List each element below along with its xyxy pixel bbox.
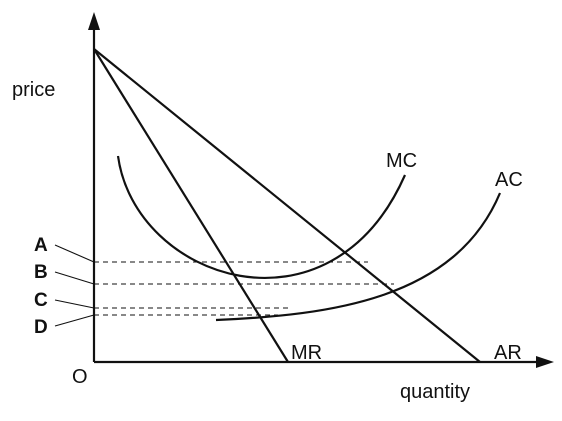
leader-a <box>54 244 95 263</box>
mc-curve <box>116 155 407 280</box>
leader-b <box>54 271 95 285</box>
x-axis-arrow <box>536 356 554 368</box>
mr-line <box>93 48 289 363</box>
ac-curve <box>215 192 502 322</box>
price-level-c-label: C <box>34 290 48 311</box>
ac-label: AC <box>495 169 523 191</box>
y-axis-label: price <box>12 79 55 101</box>
mr-label: MR <box>291 342 322 364</box>
x-axis-label: quantity <box>400 381 470 403</box>
mc-label: MC <box>386 150 417 172</box>
leader-d <box>54 314 95 327</box>
ar-label: AR <box>494 342 522 364</box>
price-level-d-label: D <box>34 317 48 338</box>
origin-label: O <box>72 366 88 388</box>
leader-c <box>54 299 95 309</box>
price-level-b-label: B <box>34 262 48 283</box>
y-axis-arrow <box>88 12 100 30</box>
ar-line <box>93 48 481 363</box>
price-level-a-label: A <box>34 235 48 256</box>
